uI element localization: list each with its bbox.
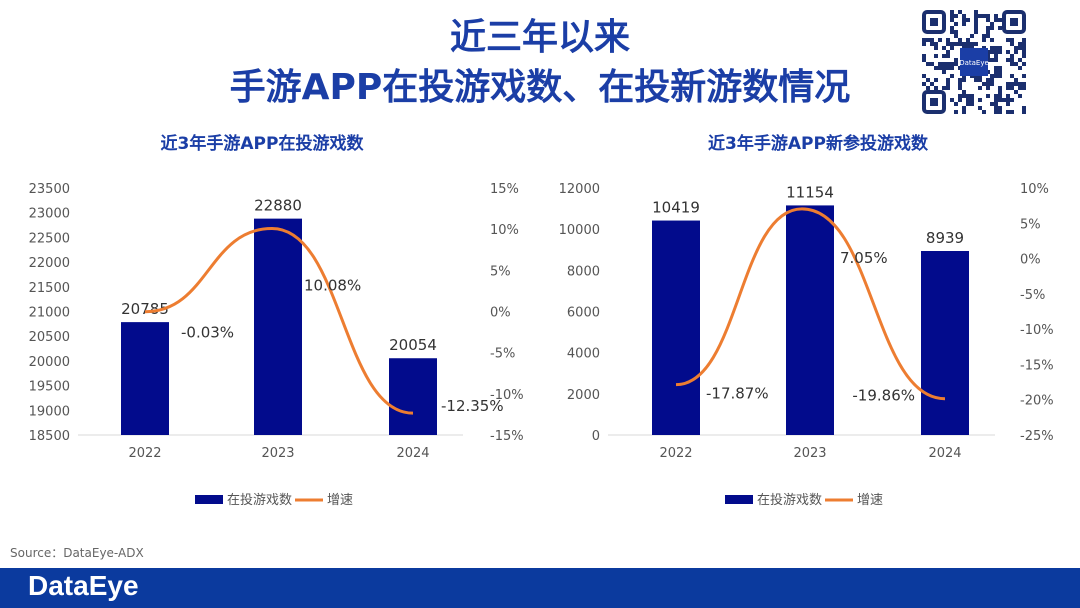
- y-right-tick-label: -10%: [490, 388, 524, 403]
- x-tick-label: 2022: [659, 446, 692, 461]
- growth-line: [144, 227, 414, 415]
- y-left-tick-label: 23500: [29, 182, 70, 197]
- y-left-tick-label: 22500: [29, 231, 70, 246]
- legend-bar-label: 在投游戏数: [757, 492, 822, 508]
- qr-code: DataEye: [920, 8, 1028, 116]
- y-left-tick-label: 19500: [29, 380, 70, 395]
- dataeye-logo: DataEye: [28, 570, 139, 601]
- y-right-tick-label: 15%: [490, 182, 519, 197]
- qr-logo: DataEye: [959, 59, 989, 67]
- bar: [786, 205, 834, 435]
- bar: [389, 358, 437, 435]
- y-right-tick-label: -10%: [1020, 323, 1054, 338]
- y-left-tick-label: 6000: [567, 306, 600, 321]
- footer-bar: DataEye: [0, 568, 1080, 608]
- y-left-tick-label: 21500: [29, 281, 70, 296]
- y-right-tick-label: -20%: [1020, 394, 1054, 409]
- line-data-label: -0.03%: [181, 324, 234, 342]
- y-left-tick-label: 22000: [29, 256, 70, 271]
- growth-line: [675, 207, 946, 401]
- chart-title: 近3年手游APP新参投游戏数: [708, 133, 929, 154]
- y-left-tick-label: 2000: [567, 388, 600, 403]
- y-right-tick-label: 0%: [1020, 253, 1041, 268]
- x-tick-label: 2023: [793, 446, 826, 461]
- bar: [652, 220, 700, 435]
- page-title-line1: 近三年以来: [449, 17, 630, 58]
- legend-bar-swatch: [195, 495, 223, 504]
- y-right-tick-label: -5%: [1020, 288, 1045, 303]
- bar-data-label: 8939: [926, 229, 964, 247]
- chart-title: 近3年手游APP在投游戏数: [161, 133, 365, 154]
- source-note: Source：DataEye-ADX: [10, 546, 144, 560]
- y-left-tick-label: 12000: [559, 182, 600, 197]
- legend-bar-label: 在投游戏数: [227, 492, 292, 508]
- line-data-label: -12.35%: [441, 397, 504, 415]
- y-right-tick-label: -25%: [1020, 429, 1054, 444]
- y-left-tick-label: 0: [592, 429, 600, 444]
- x-tick-label: 2024: [396, 446, 429, 461]
- charts-area: 近3年手游APP在投游戏数 23500 23000 22500 22000 21500 21…: [29, 133, 1054, 508]
- y-left-tick-label: 20000: [29, 355, 70, 370]
- y-left-tick-label: 4000: [567, 347, 600, 362]
- x-tick-label: 2023: [261, 446, 294, 461]
- y-right-tick-label: 0%: [490, 306, 511, 321]
- bar-data-label: 11154: [786, 183, 834, 201]
- y-left-tick-label: 21000: [29, 306, 70, 321]
- y-left-tick-label: 10000: [559, 223, 600, 238]
- page-title-line2: 手游APP在投游戏数、在投新游数情况: [229, 67, 851, 108]
- y-left-tick-label: 19000: [29, 404, 70, 419]
- y-left-tick-label: 18500: [29, 429, 70, 444]
- bar: [121, 322, 169, 435]
- y-left-tick-label: 23000: [29, 207, 70, 222]
- y-right-tick-label: -5%: [490, 347, 515, 362]
- bar-data-label: 22880: [254, 197, 302, 215]
- bar: [921, 251, 969, 435]
- x-tick-label: 2024: [928, 446, 961, 461]
- line-data-label: 10.08%: [304, 277, 361, 295]
- y-right-tick-label: -15%: [490, 429, 524, 444]
- y-right-tick-label: -15%: [1020, 358, 1054, 373]
- legend-line-label: 增速: [857, 493, 883, 508]
- legend-line-label: 增速: [327, 493, 353, 508]
- y-left-tick-label: 8000: [567, 264, 600, 279]
- bar-data-label: 20785: [121, 300, 169, 318]
- y-right-tick-label: 10%: [1020, 182, 1049, 197]
- x-tick-label: 2022: [128, 446, 161, 461]
- line-data-label: -17.87%: [706, 385, 769, 403]
- y-right-tick-label: 5%: [490, 264, 511, 279]
- line-data-label: -19.86%: [852, 387, 915, 405]
- bar-data-label: 20054: [389, 336, 437, 354]
- legend-bar-swatch: [725, 495, 753, 504]
- y-left-tick-label: 20500: [29, 330, 70, 345]
- bar: [254, 218, 302, 435]
- y-right-tick-label: 10%: [490, 223, 519, 238]
- y-right-tick-label: 5%: [1020, 217, 1041, 232]
- line-data-label: 7.05%: [840, 249, 888, 267]
- bar-data-label: 10419: [652, 199, 700, 217]
